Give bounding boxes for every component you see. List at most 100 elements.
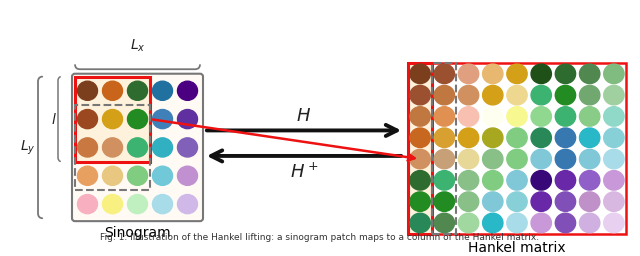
Circle shape — [410, 128, 430, 147]
Circle shape — [177, 138, 198, 157]
Circle shape — [410, 107, 430, 126]
Circle shape — [483, 149, 503, 169]
Bar — [432, 63, 456, 233]
Circle shape — [531, 192, 552, 211]
Circle shape — [531, 107, 552, 126]
Circle shape — [579, 192, 600, 211]
Circle shape — [177, 81, 198, 100]
Circle shape — [507, 64, 527, 83]
Circle shape — [102, 195, 122, 214]
Circle shape — [579, 213, 600, 233]
Circle shape — [102, 138, 122, 157]
Circle shape — [483, 107, 503, 126]
Circle shape — [434, 64, 454, 83]
Circle shape — [556, 149, 575, 169]
Circle shape — [556, 213, 575, 233]
Circle shape — [531, 213, 552, 233]
Circle shape — [507, 86, 527, 105]
Circle shape — [604, 128, 624, 147]
Circle shape — [127, 195, 147, 214]
Circle shape — [507, 192, 527, 211]
Circle shape — [434, 213, 454, 233]
Circle shape — [531, 149, 552, 169]
Circle shape — [152, 138, 173, 157]
Circle shape — [152, 166, 173, 185]
Circle shape — [483, 192, 503, 211]
Circle shape — [604, 107, 624, 126]
Circle shape — [507, 107, 527, 126]
Circle shape — [127, 138, 147, 157]
Circle shape — [604, 213, 624, 233]
Circle shape — [77, 110, 97, 129]
Bar — [408, 63, 626, 233]
FancyBboxPatch shape — [72, 74, 203, 221]
Text: Fig. 1: Illustration of the Hankel lifting: a sinogram patch maps to a column of: Fig. 1: Illustration of the Hankel lifti… — [100, 233, 540, 242]
Circle shape — [507, 149, 527, 169]
Circle shape — [604, 149, 624, 169]
Circle shape — [507, 128, 527, 147]
Circle shape — [458, 192, 479, 211]
Circle shape — [483, 128, 503, 147]
Circle shape — [458, 128, 479, 147]
Circle shape — [410, 149, 430, 169]
Circle shape — [152, 195, 173, 214]
Circle shape — [102, 166, 122, 185]
Circle shape — [410, 213, 430, 233]
Circle shape — [77, 138, 97, 157]
Circle shape — [507, 170, 527, 190]
Circle shape — [434, 149, 454, 169]
Circle shape — [77, 81, 97, 100]
Circle shape — [458, 213, 479, 233]
Circle shape — [531, 170, 552, 190]
Circle shape — [579, 64, 600, 83]
Text: $l$: $l$ — [51, 112, 57, 127]
Circle shape — [458, 149, 479, 169]
Circle shape — [556, 107, 575, 126]
Bar — [408, 63, 432, 233]
Circle shape — [531, 86, 552, 105]
Circle shape — [102, 110, 122, 129]
Bar — [75, 105, 150, 190]
Circle shape — [483, 86, 503, 105]
Circle shape — [434, 170, 454, 190]
Circle shape — [531, 128, 552, 147]
Circle shape — [127, 81, 147, 100]
Text: $L_y$: $L_y$ — [20, 138, 36, 157]
Circle shape — [177, 195, 198, 214]
Circle shape — [77, 195, 97, 214]
Circle shape — [579, 128, 600, 147]
Circle shape — [152, 81, 173, 100]
Text: Sinogram: Sinogram — [104, 226, 171, 240]
Circle shape — [579, 149, 600, 169]
Circle shape — [483, 64, 503, 83]
Circle shape — [410, 64, 430, 83]
Circle shape — [410, 192, 430, 211]
Circle shape — [458, 170, 479, 190]
Circle shape — [177, 110, 198, 129]
FancyBboxPatch shape — [75, 77, 150, 162]
Circle shape — [604, 86, 624, 105]
Circle shape — [434, 192, 454, 211]
Circle shape — [483, 170, 503, 190]
Text: $H$: $H$ — [296, 107, 312, 125]
Circle shape — [556, 192, 575, 211]
Circle shape — [127, 110, 147, 129]
Circle shape — [531, 64, 552, 83]
Circle shape — [507, 213, 527, 233]
Circle shape — [434, 86, 454, 105]
Circle shape — [604, 170, 624, 190]
Circle shape — [410, 170, 430, 190]
Circle shape — [177, 166, 198, 185]
Circle shape — [434, 128, 454, 147]
Circle shape — [483, 213, 503, 233]
Circle shape — [102, 81, 122, 100]
Circle shape — [77, 166, 97, 185]
Circle shape — [458, 64, 479, 83]
Circle shape — [579, 86, 600, 105]
Text: Hankel matrix: Hankel matrix — [468, 241, 566, 255]
Circle shape — [579, 170, 600, 190]
Circle shape — [579, 107, 600, 126]
Text: $H^+$: $H^+$ — [290, 163, 318, 182]
Circle shape — [556, 128, 575, 147]
Circle shape — [458, 86, 479, 105]
